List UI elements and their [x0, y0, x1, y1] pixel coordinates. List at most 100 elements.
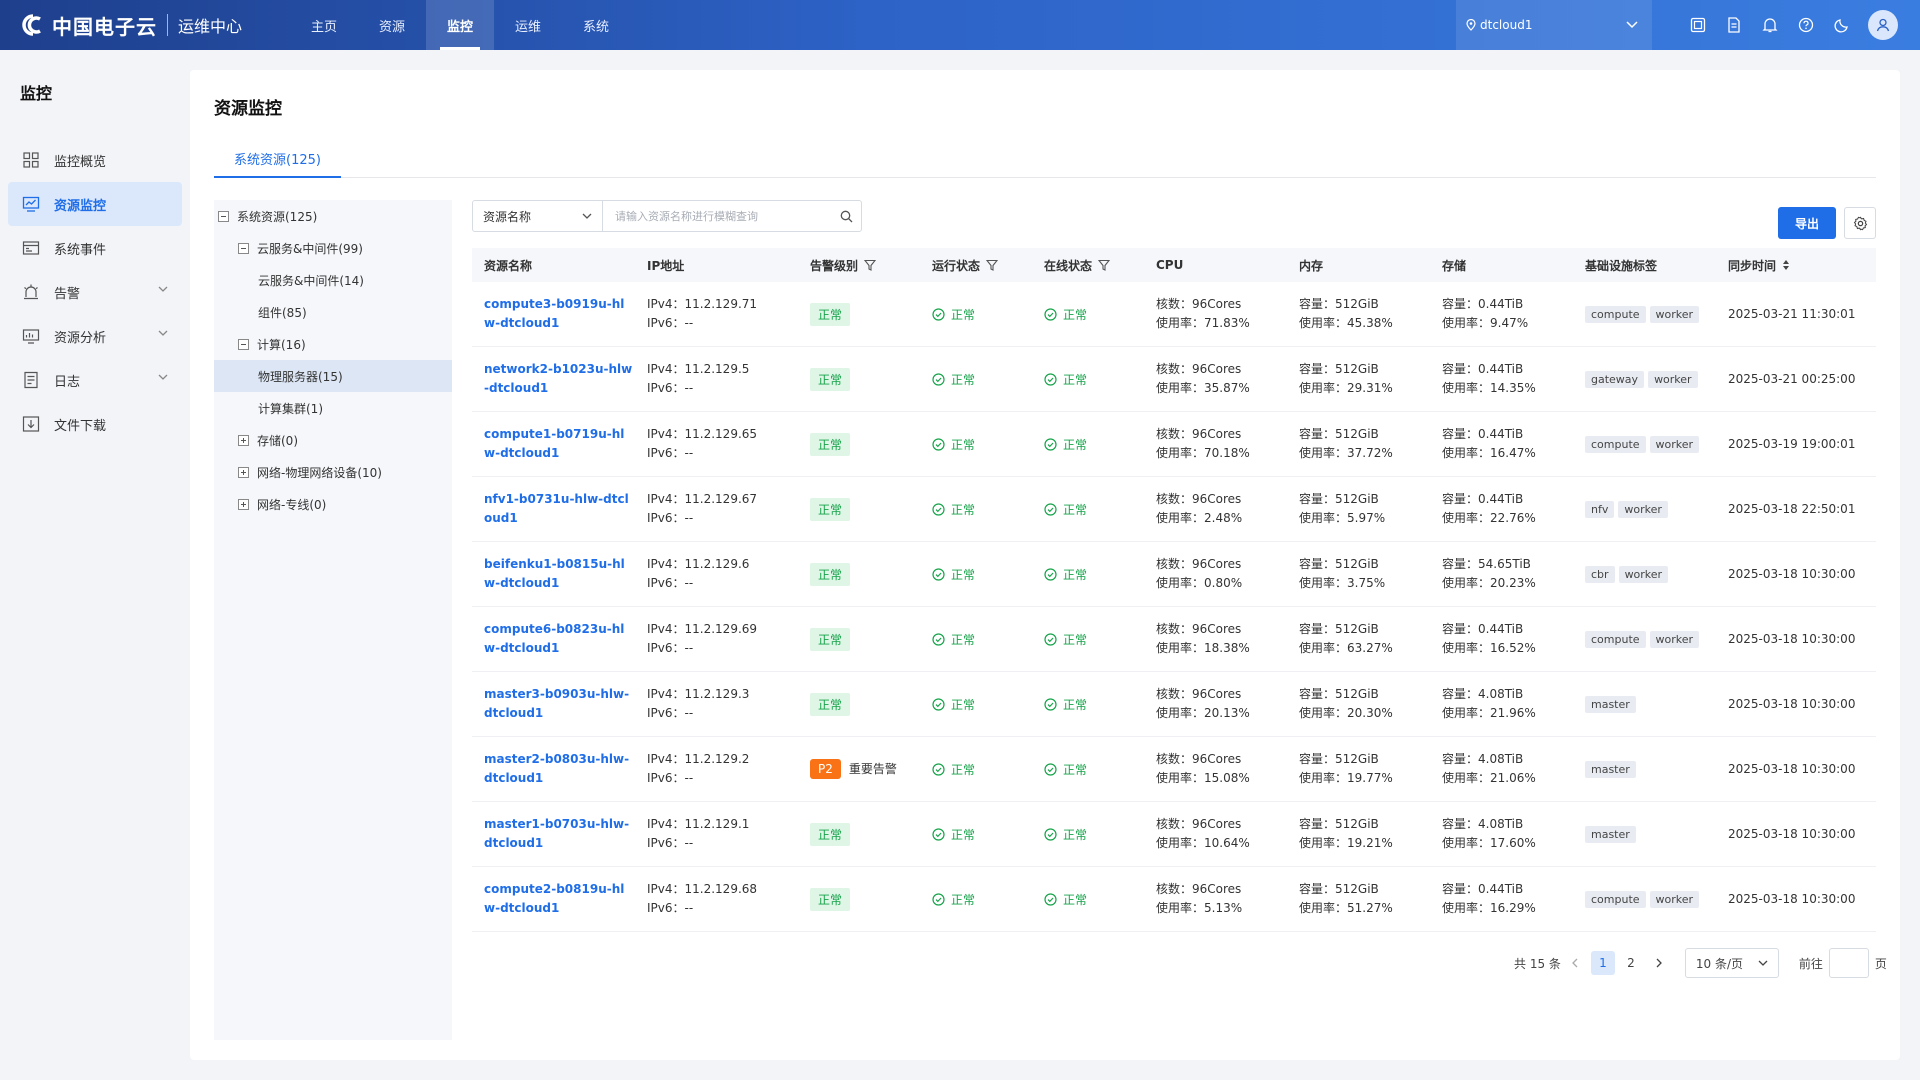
help-icon[interactable] [1788, 0, 1824, 50]
tab-system-resources[interactable]: 系统资源(125) [214, 140, 341, 178]
memory-capacity: 容量：512GiB [1299, 752, 1379, 766]
page-size-select[interactable]: 10 条/页 [1684, 948, 1779, 978]
run-status: 正常 [932, 891, 1032, 908]
resource-name-link[interactable]: compute2-b0819u-hlw-dtcloud1 [484, 882, 625, 915]
ipv6-value: IPv6：-- [647, 901, 694, 915]
online-status-text: 正常 [1063, 437, 1088, 452]
filter-icon[interactable] [986, 259, 999, 271]
nav-monitoring[interactable]: 监控 [426, 0, 494, 50]
header-icons [1680, 0, 1860, 50]
tree-node-compute-cluster[interactable]: 计算集群(1) [258, 392, 323, 424]
resource-name-link[interactable]: master1-b0703u-hlw-dtcloud1 [484, 817, 630, 850]
sync-time: 2025-03-19 19:00:01 [1728, 437, 1856, 451]
tree-node-compute[interactable]: 计算(16) [238, 328, 306, 360]
tree-node-network-devices[interactable]: 网络-物理网络设备(10) [238, 456, 382, 488]
resource-name-link[interactable]: master3-b0903u-hlw-dtcloud1 [484, 687, 630, 720]
expand-icon[interactable] [238, 434, 249, 446]
export-button[interactable]: 导出 [1778, 207, 1836, 239]
column-settings-button[interactable] [1844, 207, 1876, 239]
next-page-icon[interactable] [1647, 951, 1671, 975]
alarm-level-badge: 正常 [810, 887, 851, 911]
ipv6-value: IPv6：-- [647, 576, 694, 590]
tree-node-storage[interactable]: 存储(0) [238, 424, 298, 456]
nav-home[interactable]: 主页 [310, 19, 337, 35]
search-icon[interactable] [831, 210, 861, 223]
search-field-select[interactable]: 资源名称 [473, 201, 603, 231]
alarm-level-badge: 正常 [810, 302, 851, 326]
log-icon [24, 371, 38, 389]
chevron-down-icon [1626, 21, 1638, 29]
resource-name-link[interactable]: compute1-b0719u-hlw-dtcloud1 [484, 427, 625, 460]
collapse-icon[interactable] [238, 242, 249, 254]
infra-tags: master [1573, 825, 1716, 843]
tree-node-cloud-middleware[interactable]: 云服务&中间件(99) [238, 232, 363, 264]
filter-icon[interactable] [864, 259, 877, 271]
nav-operations[interactable]: 运维 [514, 19, 541, 35]
tree-node-components[interactable]: 组件(85) [258, 296, 307, 328]
tree-node-label: 云服务&中间件(14) [258, 273, 364, 288]
ipv4-value: IPv4：11.2.129.5 [647, 362, 750, 376]
col-header-sync-time: 同步时间 [1716, 257, 1876, 274]
cpu-usage: 使用率：5.13% [1156, 901, 1243, 915]
tree-node-system-resources[interactable]: 系统资源(125) [218, 200, 317, 232]
sidebar-item-resource-monitor[interactable]: 资源监控 [8, 182, 182, 226]
sidebar-item-overview[interactable]: 监控概览 [8, 138, 182, 182]
resource-name-link[interactable]: network2-b1023u-hlw-dtcloud1 [484, 362, 633, 395]
prev-page-icon[interactable] [1563, 951, 1587, 975]
collapse-icon[interactable] [238, 338, 249, 350]
goto-page-input[interactable] [1828, 948, 1869, 978]
resource-name-link[interactable]: compute3-b0919u-hlw-dtcloud1 [484, 297, 625, 330]
resource-name-link[interactable]: beifenku1-b0815u-hlw-dtcloud1 [484, 557, 625, 590]
infra-tags: gateway worker [1573, 370, 1716, 388]
sidebar-item-alarms[interactable]: 告警 [8, 270, 182, 314]
run-status: 正常 [932, 566, 1032, 583]
alarm-level-badge: 正常 [810, 367, 851, 391]
datacenter-select[interactable]: dtcloud1 [1456, 0, 1652, 50]
collapse-icon[interactable] [218, 210, 229, 222]
document-icon[interactable] [1716, 0, 1752, 50]
alarm-level-badge: P2 [810, 759, 841, 779]
tree-node-physical-servers[interactable]: 物理服务器(15) [214, 360, 452, 392]
page-2-button[interactable]: 2 [1627, 956, 1635, 970]
brand-name: 中国电子云 [52, 14, 157, 39]
run-status: 正常 [932, 826, 1032, 843]
tree-node-cloud-middleware-sub[interactable]: 云服务&中间件(14) [258, 264, 364, 296]
resource-name-link[interactable]: master2-b0803u-hlw-dtcloud1 [484, 752, 630, 785]
ipv6-value: IPv6：-- [647, 446, 694, 460]
filter-icon[interactable] [1098, 259, 1111, 271]
page-1-button[interactable]: 1 [1590, 951, 1615, 975]
run-status-text: 正常 [951, 307, 976, 322]
infra-tags: compute worker [1573, 305, 1716, 323]
bell-icon[interactable] [1752, 0, 1788, 50]
memory-usage: 使用率：45.38% [1299, 316, 1393, 330]
screen-icon[interactable] [1680, 0, 1716, 50]
run-status: 正常 [932, 761, 1032, 778]
moon-icon[interactable] [1824, 0, 1860, 50]
infra-tag: gateway [1585, 370, 1645, 388]
storage-usage: 使用率：17.60% [1442, 836, 1536, 850]
sidebar-item-resource-analysis[interactable]: 资源分析 [8, 314, 182, 358]
nav-system[interactable]: 系统 [582, 19, 609, 35]
sidebar-item-logs[interactable]: 日志 [8, 358, 182, 402]
sort-icon[interactable] [1782, 259, 1790, 271]
sidebar-item-system-events[interactable]: 系统事件 [8, 226, 182, 270]
expand-icon[interactable] [238, 466, 249, 478]
search-input[interactable] [603, 201, 831, 231]
user-avatar[interactable] [1868, 10, 1898, 40]
nav-resources[interactable]: 资源 [378, 19, 405, 35]
resource-name-link[interactable]: compute6-b0823u-hlw-dtcloud1 [484, 622, 625, 655]
ipv6-value: IPv6：-- [647, 706, 694, 720]
tree-node-network-dedicated-line[interactable]: 网络-专线(0) [238, 488, 326, 520]
brand-logo[interactable]: 中国电子云 运维中心 [0, 0, 290, 50]
grid-icon [23, 152, 39, 168]
location-pin-icon [1466, 19, 1476, 31]
user-icon [1876, 18, 1890, 32]
page-suffix-label: 页 [1874, 956, 1887, 971]
sidebar-title: 监控 [20, 84, 53, 103]
resource-name-link[interactable]: nfv1-b0731u-hlw-dtcloud1 [484, 492, 629, 525]
pagination: 共 15 条 1 2 10 条/页 前往 页 [1514, 948, 1887, 978]
memory-capacity: 容量：512GiB [1299, 362, 1379, 376]
expand-icon[interactable] [238, 498, 249, 510]
sidebar-item-file-download[interactable]: 文件下载 [8, 402, 182, 446]
cpu-usage: 使用率：71.83% [1156, 316, 1250, 330]
